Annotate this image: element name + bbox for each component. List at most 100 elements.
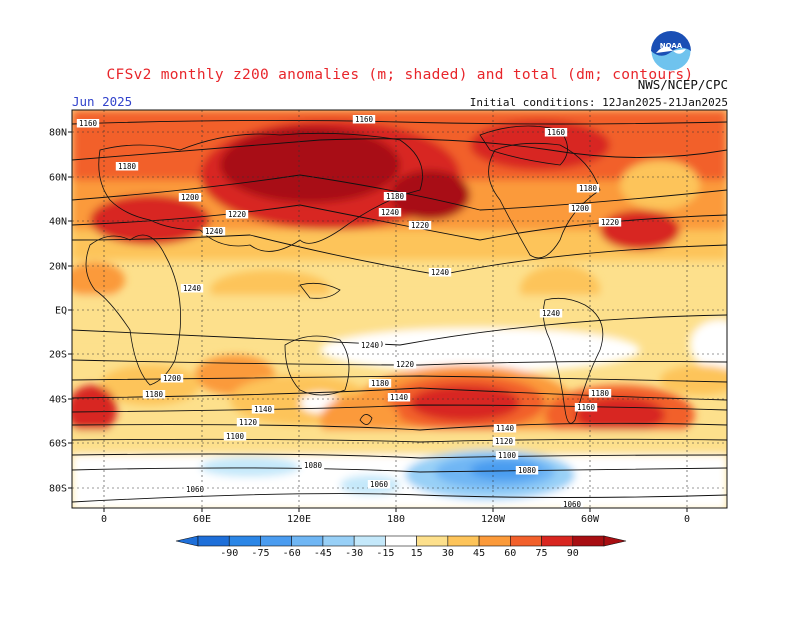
contour-label-bg (576, 184, 600, 193)
contour-label-bg (352, 115, 376, 124)
contour-label-bg (574, 403, 598, 412)
contour-label-bg (568, 204, 592, 213)
lat-label: 60N (49, 173, 67, 184)
colorbar-swatch (353, 535, 386, 547)
contour-label-bg (178, 193, 202, 202)
colorbar-swatch (541, 535, 574, 547)
noaa-logo: NOAA (650, 30, 692, 72)
lat-label: 60S (49, 439, 67, 450)
contour-label: 1140 (390, 393, 409, 402)
contour-label: 1060 (370, 480, 389, 489)
contour-label: 1120 (495, 437, 514, 446)
contour-label: 1180 (118, 162, 137, 171)
colorbar-swatch (416, 535, 449, 547)
colorbar-tick-label: -60 (283, 548, 301, 559)
lat-label: 40S (49, 395, 67, 406)
initial-conditions: Initial conditions: 12Jan2025-21Jan2025 (469, 96, 728, 109)
colorbar-swatch (197, 535, 230, 547)
contour-label: 1240 (361, 341, 380, 350)
colorbar-tick-label: -15 (376, 548, 394, 559)
contour-label: 1180 (579, 184, 598, 193)
contour-label: 1060 (186, 485, 205, 494)
colorbar-tick-label: 90 (567, 548, 579, 559)
contour-label-bg (368, 379, 392, 388)
contour-label: 1080 (518, 466, 537, 475)
colorbar-swatch (572, 535, 605, 547)
contour-label-bg (515, 466, 539, 475)
contour-label: 1200 (163, 374, 182, 383)
contour-label: 1160 (79, 119, 98, 128)
contour-label: 1060 (563, 500, 582, 509)
contour-label-bg (492, 437, 516, 446)
contour-label: 1240 (183, 284, 202, 293)
coastlines (85, 125, 604, 425)
contour-label-bg (301, 461, 325, 470)
lon-label: 180 (387, 514, 405, 525)
contour-label: 1240 (431, 268, 450, 277)
contour-label: 1180 (591, 389, 610, 398)
colorbar-tick-label: 75 (536, 548, 548, 559)
colorbar-tick-label: -45 (314, 548, 332, 559)
contour-label: 1220 (228, 210, 247, 219)
contour-label-bg (180, 284, 204, 293)
colorbar-swatch (478, 535, 511, 547)
colorbar-swatch (385, 535, 417, 547)
colorbar-right-arrow (603, 535, 627, 547)
contour-label: 1140 (496, 424, 515, 433)
contour-label-bg (223, 432, 247, 441)
lon-label: 60W (581, 514, 600, 525)
contour-label-bg (408, 221, 432, 230)
contour-label: 1180 (145, 390, 164, 399)
latitude-labels: 80N 60N 40N 20N EQ 20S 40S 60S 80S (49, 128, 72, 495)
colorbar-swatch (228, 535, 261, 547)
contour-label-bg (383, 192, 407, 201)
contour-label: 1120 (239, 418, 258, 427)
contour-label: 1080 (304, 461, 323, 470)
colorbar-tick-label: 30 (442, 548, 454, 559)
contour-label-bg (387, 393, 411, 402)
colorbar-tick-label: 45 (473, 548, 485, 559)
longitude-labels: 0 60E 120E 180 120W 60W 0 (101, 508, 690, 525)
contour-label-bg (183, 485, 207, 494)
lon-label: 0 (684, 514, 690, 525)
contour-label-bg (236, 418, 260, 427)
colorbar-tick-label: -75 (251, 548, 269, 559)
contour-label: 1240 (205, 227, 224, 236)
contour-label-bg (428, 268, 452, 277)
contour-label: 1220 (601, 218, 620, 227)
noaa-logo-text: NOAA (660, 42, 683, 50)
map-title: CFSv2 monthly z200 anomalies (m; shaded)… (106, 67, 694, 83)
contour-label-bg (367, 480, 391, 489)
contour-label: 1100 (498, 451, 517, 460)
grid (72, 110, 727, 508)
contour-label: 1160 (355, 115, 374, 124)
colorbar-tick-label: -90 (220, 548, 238, 559)
lat-label: 20N (49, 262, 67, 273)
contour-label: 1100 (226, 432, 245, 441)
contour-label-bg (225, 210, 249, 219)
lon-label: 120E (287, 514, 311, 525)
colorbar-left-arrow (175, 535, 199, 547)
contour-label: 1180 (386, 192, 405, 201)
contour-label: 1160 (577, 403, 596, 412)
lat-label: 80S (49, 484, 67, 495)
contour-label-bg (115, 162, 139, 171)
colorbar-swatch (322, 535, 355, 547)
contour-label-bg (76, 119, 100, 128)
colorbar-swatch (291, 535, 324, 547)
contour-label-bg (358, 341, 382, 350)
lon-label: 0 (101, 514, 107, 525)
lon-label: 120W (481, 514, 506, 525)
contour-label: 1180 (371, 379, 390, 388)
contour-label: 1240 (542, 309, 561, 318)
colorbar-swatch (447, 535, 480, 547)
contour-label-bg (393, 360, 417, 369)
contour-label-bg (598, 218, 622, 227)
contour-label-bg (202, 227, 226, 236)
contour-label-bg (495, 451, 519, 460)
colorbar: -90 -75 -60 -45 -30 -15 15 30 45 60 75 90 (175, 535, 627, 559)
contour-label: 1200 (181, 193, 200, 202)
contour-label-bg (142, 390, 166, 399)
contour-label-bg (539, 309, 563, 318)
